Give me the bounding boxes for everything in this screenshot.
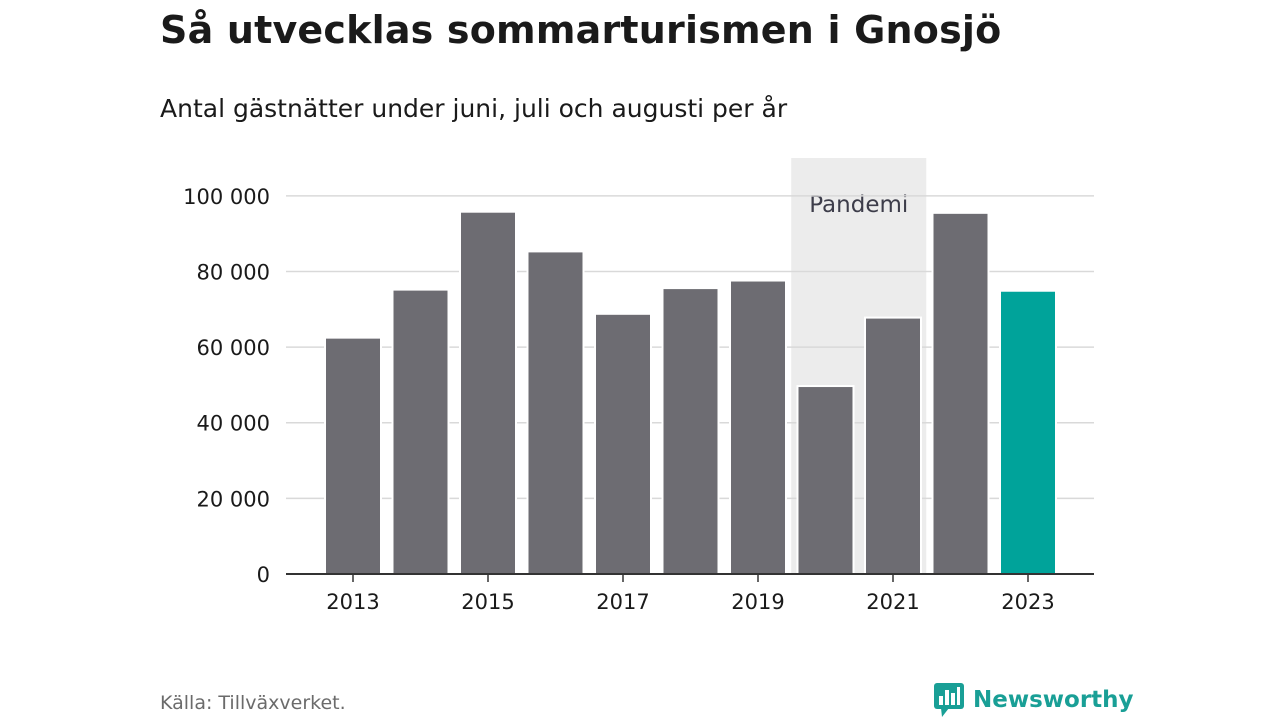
- newsworthy-logo-icon: [934, 683, 964, 717]
- x-tick-label: 2023: [1001, 590, 1054, 614]
- bar-2015: [459, 210, 517, 575]
- bar-2019: [729, 279, 787, 575]
- bar-2021: [864, 316, 922, 575]
- y-tick-label: 60 000: [197, 336, 270, 360]
- y-tick-label: 100 000: [183, 185, 270, 209]
- y-tick-label: 20 000: [197, 487, 270, 511]
- page-subtitle: Antal gästnätter under juni, juli och au…: [160, 94, 788, 123]
- bar-2018: [661, 287, 720, 575]
- bar-2022: [931, 211, 990, 575]
- x-tick-label: 2019: [731, 590, 784, 614]
- bar-2023: [999, 289, 1057, 575]
- bar-2013: [324, 336, 382, 575]
- brand-logo: Newsworthy: [933, 682, 1134, 718]
- x-tick-label: 2015: [461, 590, 514, 614]
- bar-2016: [526, 250, 585, 575]
- page-title: Så utvecklas sommarturismen i Gnosjö: [160, 8, 1002, 52]
- x-tick-label: 2013: [326, 590, 379, 614]
- brand-name: Newsworthy: [973, 687, 1134, 713]
- bar-2017: [594, 312, 652, 575]
- bar-2020: [796, 385, 855, 575]
- source-note: Källa: Tillväxverket.: [160, 692, 346, 714]
- y-tick-label: 80 000: [197, 260, 270, 284]
- y-tick-label: 40 000: [197, 412, 270, 436]
- x-tick-label: 2017: [596, 590, 649, 614]
- y-tick-label: 0: [257, 563, 270, 587]
- bar-2014: [391, 288, 450, 575]
- x-tick-label: 2021: [866, 590, 919, 614]
